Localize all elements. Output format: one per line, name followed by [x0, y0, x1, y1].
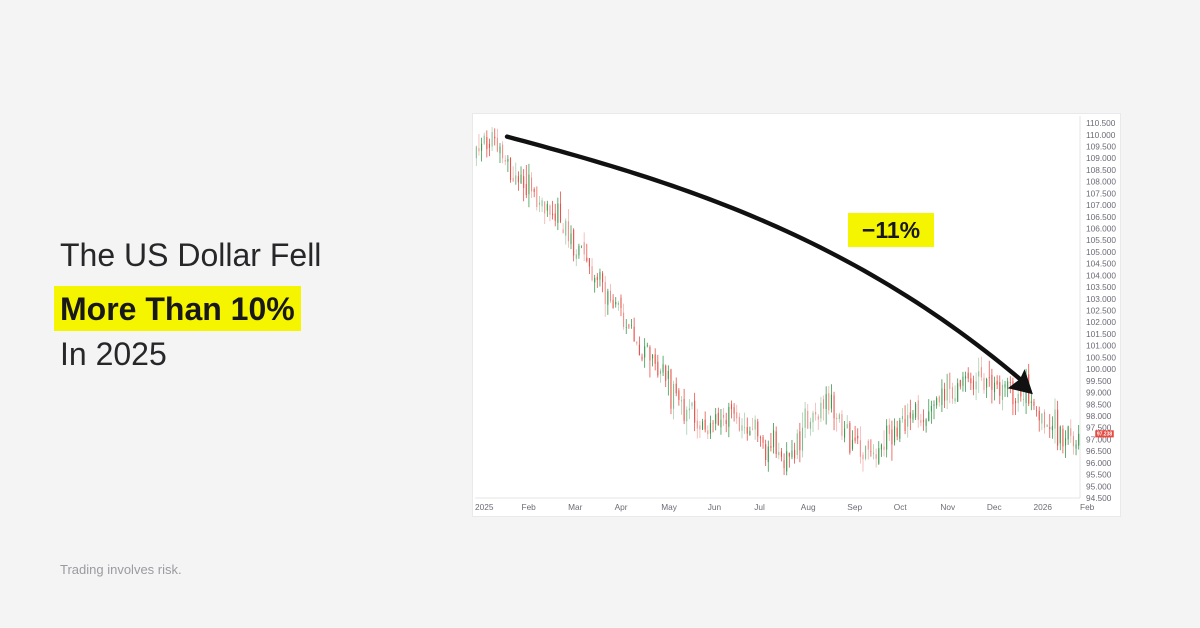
svg-text:98.000: 98.000	[1086, 411, 1112, 421]
svg-text:100.500: 100.500	[1086, 352, 1116, 362]
svg-text:102.000: 102.000	[1086, 317, 1116, 327]
svg-text:99.000: 99.000	[1086, 388, 1112, 398]
svg-text:106.500: 106.500	[1086, 212, 1116, 222]
svg-text:Mar: Mar	[568, 502, 583, 512]
svg-text:96.500: 96.500	[1086, 446, 1112, 456]
svg-text:108.500: 108.500	[1086, 165, 1116, 175]
svg-text:101.000: 101.000	[1086, 341, 1116, 351]
svg-text:Nov: Nov	[940, 502, 956, 512]
svg-text:104.500: 104.500	[1086, 259, 1116, 269]
svg-text:108.000: 108.000	[1086, 177, 1116, 187]
svg-text:102.500: 102.500	[1086, 306, 1116, 316]
svg-text:95.500: 95.500	[1086, 470, 1112, 480]
svg-text:Jul: Jul	[754, 502, 765, 512]
svg-text:110.500: 110.500	[1086, 118, 1116, 128]
svg-text:Aug: Aug	[801, 502, 816, 512]
svg-text:May: May	[661, 502, 678, 512]
svg-text:Feb: Feb	[1080, 502, 1095, 512]
svg-text:101.500: 101.500	[1086, 329, 1116, 339]
svg-text:105.500: 105.500	[1086, 235, 1116, 245]
svg-text:97.238: 97.238	[1097, 432, 1113, 438]
svg-text:109.500: 109.500	[1086, 141, 1116, 151]
svg-text:Oct: Oct	[894, 502, 908, 512]
svg-text:2025: 2025	[475, 502, 494, 512]
svg-text:98.500: 98.500	[1086, 399, 1112, 409]
svg-text:100.000: 100.000	[1086, 364, 1116, 374]
svg-text:Dec: Dec	[987, 502, 1002, 512]
svg-text:99.500: 99.500	[1086, 376, 1112, 386]
svg-text:105.000: 105.000	[1086, 247, 1116, 257]
svg-text:95.000: 95.000	[1086, 481, 1112, 491]
svg-text:104.000: 104.000	[1086, 270, 1116, 280]
svg-text:109.000: 109.000	[1086, 153, 1116, 163]
svg-text:106.000: 106.000	[1086, 223, 1116, 233]
svg-text:103.000: 103.000	[1086, 294, 1116, 304]
svg-text:2026: 2026	[1034, 502, 1053, 512]
svg-text:96.000: 96.000	[1086, 458, 1112, 468]
svg-text:Feb: Feb	[522, 502, 537, 512]
svg-text:Sep: Sep	[847, 502, 862, 512]
svg-text:107.000: 107.000	[1086, 200, 1116, 210]
svg-text:Jun: Jun	[708, 502, 722, 512]
svg-text:110.000: 110.000	[1086, 130, 1116, 140]
svg-text:107.500: 107.500	[1086, 188, 1116, 198]
svg-text:103.500: 103.500	[1086, 282, 1116, 292]
svg-text:Apr: Apr	[615, 502, 628, 512]
